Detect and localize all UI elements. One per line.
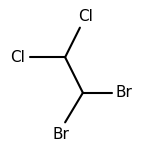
Text: Cl: Cl [78,9,92,24]
Text: Br: Br [53,127,70,142]
Text: Cl: Cl [10,50,25,65]
Text: Br: Br [116,85,133,100]
